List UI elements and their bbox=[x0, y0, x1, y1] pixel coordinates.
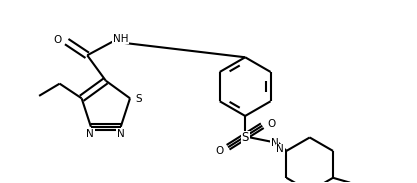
Text: O: O bbox=[53, 35, 62, 45]
Text: N: N bbox=[86, 129, 94, 139]
Text: N: N bbox=[117, 129, 125, 139]
Text: O: O bbox=[215, 146, 223, 156]
Text: N: N bbox=[271, 138, 279, 148]
Text: S: S bbox=[241, 131, 249, 145]
Text: O: O bbox=[267, 119, 275, 129]
Text: N: N bbox=[276, 144, 284, 154]
Text: S: S bbox=[136, 94, 143, 104]
Text: NH: NH bbox=[113, 34, 128, 44]
